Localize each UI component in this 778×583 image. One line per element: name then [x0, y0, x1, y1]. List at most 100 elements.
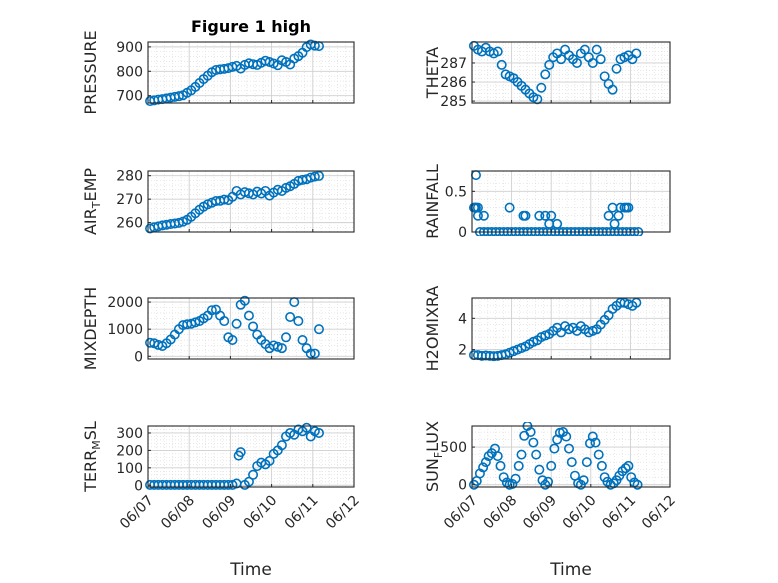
data-point: [540, 479, 551, 490]
y-tick-label: 700: [116, 89, 143, 105]
y-axis-label: SUNFLUX: [423, 421, 445, 492]
axes-box: [471, 425, 671, 488]
x-axis-label: Time: [549, 560, 592, 580]
data-point: [595, 54, 606, 65]
data-point: [531, 449, 542, 460]
y-tick-label: 0: [134, 478, 143, 494]
plot-area: [472, 298, 670, 359]
data-point: [552, 218, 563, 229]
data-point: [593, 449, 604, 460]
plot-area: [472, 171, 670, 232]
data-point: [478, 462, 489, 473]
data-point: [581, 457, 592, 468]
y-tick-label: 800: [116, 64, 143, 80]
x-tick-label: 06/08: [481, 493, 521, 533]
y-tick-label: 0.5: [445, 184, 467, 200]
y-tick-label: 200: [116, 443, 143, 459]
data-point: [549, 443, 560, 454]
subplot-pressure: 700 800 900 PRESSURE Figure 1 high: [81, 17, 355, 115]
subplot-air-temp: 260 270 280 AIRTEMP: [81, 168, 355, 235]
data-point: [504, 202, 515, 213]
data-point: [632, 479, 643, 490]
data-point: [480, 457, 491, 468]
data-point: [239, 295, 250, 306]
axes-box: [471, 170, 671, 233]
data-point: [544, 59, 555, 70]
data-point: [507, 478, 518, 489]
x-tick-label: 06/12: [639, 493, 679, 533]
data-point: [219, 316, 230, 327]
data-point: [571, 57, 582, 68]
data-point: [285, 311, 296, 322]
data-point: [472, 202, 483, 213]
data-point: [579, 44, 590, 55]
data-point: [611, 63, 622, 74]
data-point: [578, 475, 589, 486]
series-markers: [468, 422, 643, 490]
data-point: [564, 443, 575, 454]
data-point: [546, 210, 557, 221]
y-axis-label: PRESSURE: [81, 30, 100, 114]
y-axis-label: THETA: [423, 47, 442, 99]
y-axis-label: AIRTEMP: [81, 168, 103, 235]
data-point: [510, 473, 521, 484]
y-tick-label: 100: [116, 461, 143, 477]
data-point: [206, 305, 217, 316]
data-point: [281, 332, 292, 343]
axes-box: [147, 297, 355, 360]
data-point: [478, 210, 489, 221]
data-point: [293, 316, 304, 327]
y-tick-label: 285: [440, 94, 467, 110]
y-axis-label: H2OMIXRA: [423, 286, 442, 372]
series-markers: [145, 170, 324, 234]
data-point: [495, 460, 506, 471]
data-point: [525, 427, 536, 438]
subplot-h2omixra: 2 4 H2OMIXRA: [423, 286, 671, 372]
data-point: [313, 324, 324, 335]
x-tick-label: 06/10: [241, 493, 281, 533]
y-tick-label: 286: [440, 75, 467, 91]
data-point: [276, 440, 287, 451]
data-point: [309, 348, 320, 359]
data-point: [297, 335, 308, 346]
data-point: [631, 48, 642, 59]
data-point: [520, 210, 531, 221]
data-point: [513, 460, 524, 471]
data-point: [540, 69, 551, 80]
data-point: [546, 460, 557, 471]
data-point: [623, 202, 634, 213]
data-point: [566, 457, 577, 468]
x-tick-label: 06/07: [441, 493, 481, 533]
y-tick-label: 4: [458, 311, 467, 327]
y-tick-label: 270: [116, 192, 143, 208]
data-point: [498, 472, 509, 483]
data-point: [313, 170, 324, 181]
y-tick-label: 0: [458, 225, 467, 241]
data-point: [301, 422, 312, 433]
x-tick-label: 06/07: [117, 493, 157, 533]
x-axis-label: Time: [229, 560, 272, 580]
y-tick-label: 280: [116, 169, 143, 185]
x-tick-label: 06/12: [323, 493, 363, 533]
data-point: [231, 318, 242, 329]
data-point: [496, 59, 507, 70]
axes-box: [147, 170, 355, 233]
data-point: [543, 476, 554, 487]
y-tick-label: 0: [458, 478, 467, 494]
data-point: [227, 335, 238, 346]
y-tick-label: 287: [440, 56, 467, 72]
series-markers: [145, 422, 324, 490]
data-point: [492, 451, 503, 462]
series-markers: [468, 40, 642, 105]
data-point: [591, 44, 602, 55]
data-point: [556, 54, 567, 65]
data-point: [590, 437, 601, 448]
data-point: [248, 321, 259, 332]
y-tick-label: 2: [458, 343, 467, 359]
data-point: [276, 343, 287, 354]
data-point: [602, 476, 613, 487]
data-point: [243, 310, 254, 321]
